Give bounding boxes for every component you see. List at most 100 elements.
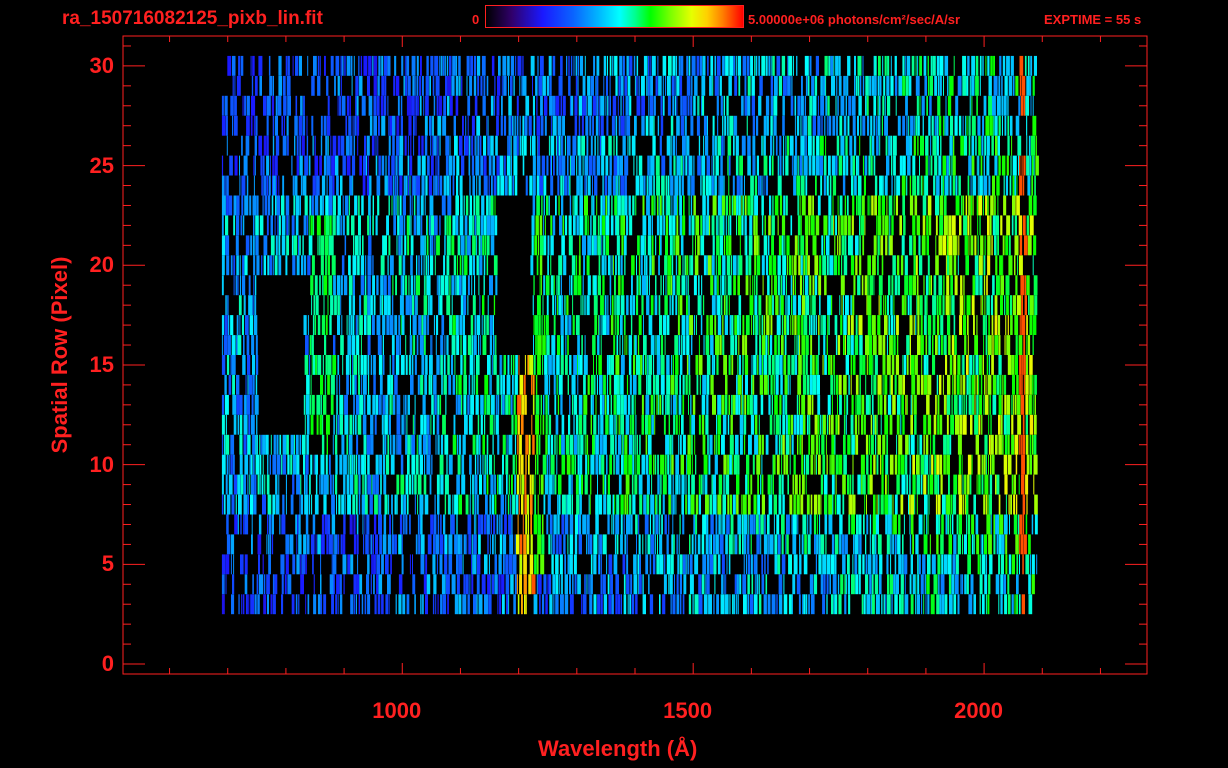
heatmap-pixel: [349, 95, 351, 116]
heatmap-pixel: [734, 335, 738, 355]
heatmap-pixel: [844, 394, 846, 415]
heatmap-pixel: [372, 534, 374, 555]
heatmap-pixel: [719, 235, 724, 256]
heatmap-pixel: [400, 95, 403, 116]
heatmap-pixel: [430, 514, 434, 535]
heatmap-pixel: [522, 155, 525, 176]
heatmap-pixel: [725, 215, 727, 236]
heatmap-pixel: [485, 494, 488, 515]
heatmap-pixel: [967, 215, 970, 236]
heatmap-pixel: [837, 574, 840, 595]
heatmap-pixel: [528, 514, 529, 535]
heatmap-pixel: [297, 514, 299, 535]
heatmap-pixel: [289, 534, 294, 555]
heatmap-pixel: [544, 115, 547, 136]
heatmap-pixel: [739, 235, 741, 256]
heatmap-pixel: [943, 434, 947, 455]
heatmap-pixel: [571, 474, 573, 495]
heatmap-pixel: [761, 135, 763, 156]
heatmap-pixel: [479, 295, 481, 316]
heatmap-pixel: [781, 474, 784, 495]
heatmap-pixel: [280, 554, 285, 575]
heatmap-pixel: [445, 155, 449, 176]
heatmap-pixel: [1031, 514, 1034, 535]
heatmap-pixel: [401, 414, 404, 435]
heatmap-pixel: [1029, 355, 1033, 375]
heatmap-pixel: [557, 514, 560, 535]
heatmap-pixel: [807, 394, 811, 415]
heatmap-pixel: [603, 434, 607, 455]
heatmap-pixel: [483, 215, 487, 236]
heatmap-pixel: [514, 175, 518, 196]
heatmap-pixel: [961, 574, 964, 595]
heatmap-pixel: [782, 494, 785, 515]
heatmap-pixel: [553, 374, 556, 395]
heatmap-pixel: [1024, 295, 1027, 316]
heatmap-pixel: [971, 514, 975, 535]
heatmap-pixel: [713, 355, 716, 375]
heatmap-pixel: [1006, 394, 1011, 415]
heatmap-pixel: [848, 215, 851, 236]
heatmap-pixel: [835, 95, 837, 116]
heatmap-pixel: [863, 414, 866, 435]
heatmap-pixel: [369, 494, 373, 515]
heatmap-pixel: [381, 594, 384, 615]
heatmap-pixel: [253, 454, 255, 475]
heatmap-pixel: [224, 394, 229, 415]
heatmap-pixel: [590, 394, 592, 415]
heatmap-pixel: [613, 155, 618, 176]
heatmap-pixel: [890, 295, 893, 316]
heatmap-pixel: [814, 454, 816, 475]
heatmap-pixel: [400, 315, 402, 335]
heatmap-pixel: [671, 295, 674, 316]
heatmap-pixel: [381, 155, 385, 176]
heatmap-pixel: [565, 434, 570, 455]
heatmap-pixel: [763, 594, 767, 615]
heatmap-pixel: [977, 115, 981, 136]
heatmap-pixel: [984, 474, 989, 495]
heatmap-pixel: [978, 374, 980, 395]
heatmap-pixel: [664, 454, 667, 475]
heatmap-pixel: [638, 374, 642, 395]
heatmap-pixel: [430, 255, 434, 276]
heatmap-pixel: [321, 514, 324, 535]
heatmap-pixel: [760, 534, 762, 555]
heatmap-pixel: [818, 434, 820, 455]
heatmap-pixel: [224, 374, 227, 395]
heatmap-pixel: [980, 295, 982, 316]
heatmap-pixel: [405, 434, 408, 455]
heatmap-pixel: [278, 255, 282, 276]
heatmap-pixel: [394, 374, 398, 395]
heatmap-pixel: [780, 295, 784, 316]
heatmap-pixel: [236, 335, 238, 355]
heatmap-pixel: [752, 155, 755, 176]
heatmap-pixel: [711, 215, 715, 236]
heatmap-pixel: [948, 235, 952, 256]
heatmap-pixel: [824, 474, 828, 495]
heatmap-pixel: [598, 454, 601, 475]
heatmap-pixel: [592, 434, 594, 455]
heatmap-pixel: [1011, 215, 1014, 236]
heatmap-pixel: [563, 175, 565, 196]
heatmap-pixel: [894, 315, 896, 335]
heatmap-pixel: [267, 195, 271, 216]
heatmap-pixel: [1032, 394, 1034, 415]
heatmap-pixel: [308, 155, 311, 176]
heatmap-pixel: [1010, 155, 1012, 176]
heatmap-pixel: [302, 115, 306, 136]
heatmap-pixel: [986, 135, 990, 156]
heatmap-pixel: [227, 295, 229, 316]
heatmap-pixel: [612, 494, 614, 515]
heatmap-pixel: [346, 434, 348, 455]
heatmap-pixel: [835, 374, 839, 395]
heatmap-pixel: [332, 195, 336, 216]
heatmap-pixel: [411, 454, 416, 475]
heatmap-pixel: [1009, 175, 1012, 196]
heatmap-pixel: [713, 155, 715, 176]
heatmap-pixel: [456, 175, 459, 196]
heatmap-pixel: [668, 514, 670, 535]
heatmap-pixel: [1029, 315, 1033, 335]
heatmap-pixel: [900, 414, 902, 435]
heatmap-pixel: [460, 534, 463, 555]
heatmap-pixel: [772, 454, 774, 475]
